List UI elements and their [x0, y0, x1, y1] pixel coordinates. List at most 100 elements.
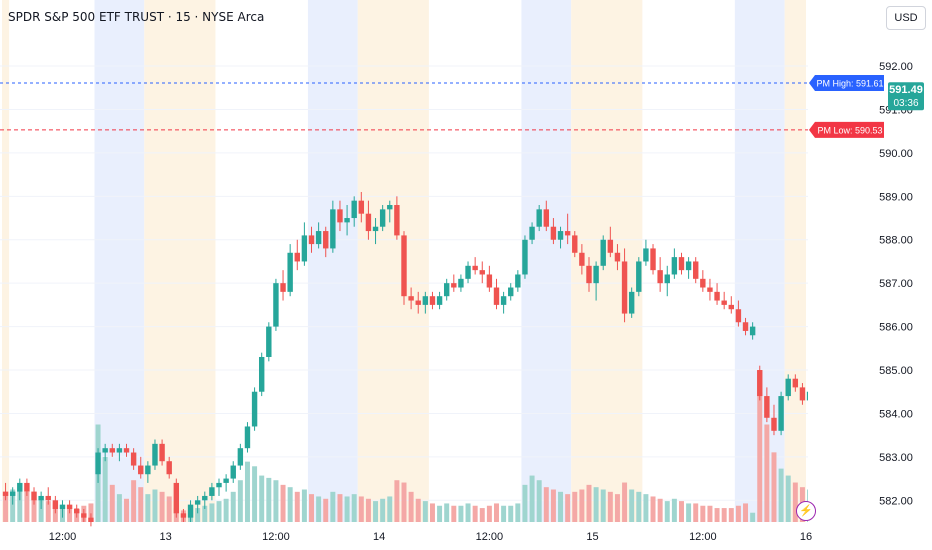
candle-body[interactable] [2, 491, 9, 496]
candle-body[interactable] [572, 235, 578, 253]
candle-body[interactable] [209, 487, 215, 496]
candle-body[interactable] [344, 218, 350, 223]
candle-body[interactable] [365, 213, 372, 232]
candle-body[interactable] [636, 261, 642, 292]
candle-body[interactable] [273, 283, 279, 327]
candle-body[interactable] [109, 448, 115, 453]
candle-body[interactable] [116, 448, 123, 453]
candle-body[interactable] [123, 448, 130, 453]
candle-body[interactable] [550, 226, 557, 240]
candle-body[interactable] [436, 296, 443, 305]
candle-body[interactable] [315, 231, 322, 245]
candle-body[interactable] [38, 495, 44, 501]
candle-body[interactable] [216, 482, 222, 488]
candle-body[interactable] [628, 291, 635, 314]
candle-body[interactable] [515, 274, 521, 288]
candle-body[interactable] [614, 252, 621, 262]
candle-body[interactable] [465, 265, 471, 279]
candle-body[interactable] [529, 226, 535, 240]
candle-body[interactable] [693, 261, 699, 279]
candle-body[interactable] [785, 378, 791, 397]
candle-body[interactable] [294, 252, 300, 262]
candle-body[interactable] [671, 257, 678, 275]
candle-body[interactable] [799, 387, 806, 401]
candle-body[interactable] [664, 274, 670, 284]
candle-body[interactable] [685, 261, 692, 271]
candle-body[interactable] [742, 322, 749, 331]
candle-body[interactable] [59, 504, 66, 509]
candle-body[interactable] [180, 513, 187, 518]
candle-body[interactable] [600, 239, 606, 266]
candle-body[interactable] [287, 252, 293, 292]
candle-body[interactable] [237, 448, 244, 466]
candle-body[interactable] [81, 513, 87, 518]
candle-body[interactable] [621, 261, 628, 314]
candle-body[interactable] [280, 283, 286, 292]
candle-body[interactable] [593, 265, 599, 284]
candle-body[interactable] [771, 417, 777, 431]
candle-body[interactable] [557, 231, 564, 240]
candle-body[interactable] [792, 378, 799, 388]
candle-body[interactable] [778, 396, 784, 431]
candle-body[interactable] [266, 326, 272, 357]
candle-body[interactable] [223, 478, 229, 483]
candle-body[interactable] [145, 465, 151, 475]
candle-body[interactable] [458, 278, 464, 288]
candle-body[interactable] [88, 517, 94, 522]
candle-body[interactable] [721, 300, 727, 305]
candle-body[interactable] [522, 239, 528, 275]
candle-body[interactable] [138, 465, 144, 475]
candle-body[interactable] [166, 461, 172, 475]
candle-body[interactable] [678, 257, 685, 271]
candle-body[interactable] [472, 265, 478, 271]
candle-body[interactable] [52, 500, 59, 509]
candle-body[interactable] [764, 396, 770, 418]
candle-body[interactable] [358, 200, 365, 214]
candle-body[interactable] [451, 283, 457, 288]
candle-body[interactable] [422, 296, 429, 305]
candle-body[interactable] [372, 226, 379, 232]
candle-body[interactable] [401, 235, 407, 297]
candle-body[interactable] [415, 300, 421, 305]
candle-body[interactable] [650, 248, 656, 271]
candle-body[interactable] [429, 296, 436, 305]
candle-body[interactable] [379, 209, 386, 227]
candle-body[interactable] [301, 235, 308, 262]
candle-body[interactable] [202, 495, 208, 501]
candle-body[interactable] [244, 426, 251, 449]
candle-body[interactable] [102, 448, 108, 453]
candle-body[interactable] [45, 495, 51, 501]
candle-body[interactable] [657, 270, 663, 284]
candle-body[interactable] [337, 209, 343, 223]
candle-body[interactable] [408, 296, 414, 301]
candle-body[interactable] [130, 452, 137, 466]
candle-body[interactable] [735, 309, 742, 323]
candle-body[interactable] [757, 370, 763, 397]
candle-body[interactable] [351, 200, 357, 219]
candle-body[interactable] [493, 287, 500, 305]
candle-body[interactable] [543, 209, 550, 227]
candle-body[interactable] [700, 278, 706, 288]
candle-body[interactable] [707, 287, 713, 292]
candle-body[interactable] [308, 235, 315, 245]
candle-body[interactable] [564, 231, 571, 236]
candle-body[interactable] [74, 508, 80, 514]
candle-body[interactable] [258, 356, 265, 392]
candle-body[interactable] [486, 274, 493, 288]
candle-body[interactable] [323, 231, 329, 249]
candle-body[interactable] [9, 491, 16, 496]
candle-body[interactable] [187, 504, 194, 518]
lightning-icon[interactable]: ⚡ [796, 501, 816, 521]
candle-body[interactable] [31, 491, 37, 501]
candle-body[interactable] [714, 291, 720, 301]
candle-body[interactable] [586, 265, 592, 284]
candle-body[interactable] [536, 209, 542, 227]
candle-body[interactable] [330, 209, 336, 249]
candle-body[interactable] [159, 443, 165, 462]
candle-body[interactable] [500, 296, 507, 305]
candle-body[interactable] [728, 304, 734, 310]
candle-body[interactable] [24, 482, 30, 492]
candle-body[interactable] [230, 465, 236, 479]
candle-body[interactable] [579, 252, 585, 266]
